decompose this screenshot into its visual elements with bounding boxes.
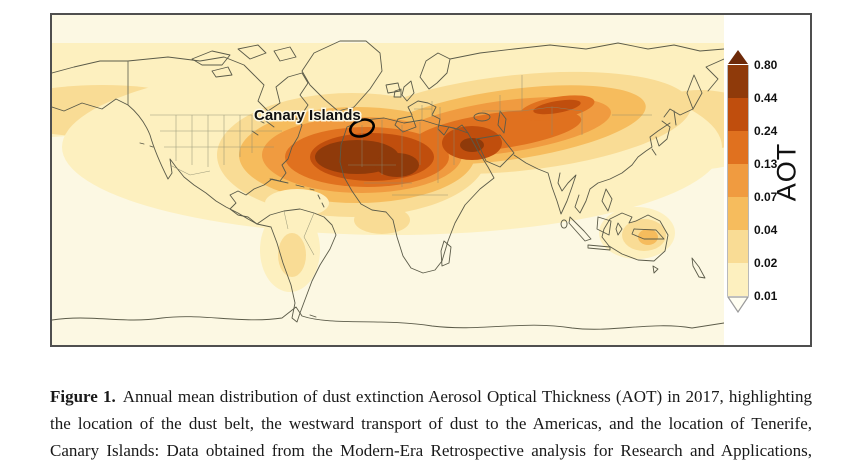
dust-belt-contours (62, 59, 722, 235)
figure-caption-label: Figure 1. (50, 387, 116, 406)
colorbar-segment (728, 230, 748, 263)
coastlines (52, 40, 724, 330)
colorbar-segment (728, 98, 748, 131)
figure-caption: Figure 1. Annual mean distribution of dus… (50, 383, 812, 471)
colorbar-bar (727, 65, 749, 296)
canary-islands-annotation: Canary Islands (253, 106, 375, 138)
colorbar-upper-arrow (728, 50, 748, 64)
colorbar-segment (728, 164, 748, 197)
figure-caption-text: Annual mean distribution of dust extinct… (50, 387, 812, 471)
colorbar-tick: 0.24 (754, 124, 778, 138)
canary-islands-ellipse (349, 118, 375, 138)
political-borders (127, 61, 652, 256)
colorbar-segment (728, 197, 748, 230)
colorbar-segment (728, 65, 748, 98)
colorbar-tick: 0.02 (754, 256, 778, 270)
colorbar-tick: 0.07 (754, 190, 778, 204)
colorbar-segment (728, 263, 748, 296)
colorbar-tick: 0.04 (754, 223, 778, 237)
colorbar-lower-arrow (726, 296, 750, 318)
figure-image: Canary Islands 0.80 0.44 0.24 (50, 13, 812, 347)
canary-islands-label: Canary Islands (254, 107, 361, 124)
colorbar-tick: 0.44 (754, 91, 778, 105)
colorbar-title: AOT (771, 142, 802, 202)
colorbar-tick: 0.01 (754, 289, 778, 303)
colorbar-tick: 0.80 (754, 58, 778, 72)
colorbar-segment (728, 131, 748, 164)
colorbar: 0.80 0.44 0.24 0.13 0.07 0.04 0.02 0.01 (726, 50, 792, 318)
colorbar-tick: 0.13 (754, 157, 778, 171)
world-map-svg: Canary Islands (52, 15, 724, 345)
regional-aot-patches (260, 189, 675, 292)
